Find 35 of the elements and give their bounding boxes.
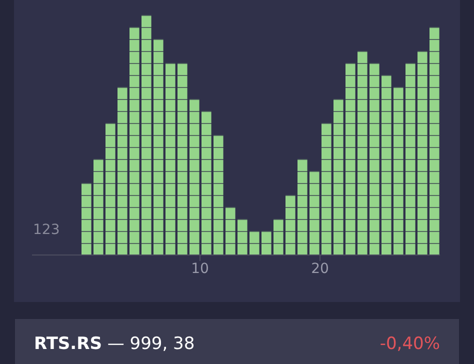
text: -0,40% xyxy=(380,334,440,354)
bar xyxy=(202,111,212,255)
bar xyxy=(178,63,188,255)
bar xyxy=(418,51,428,255)
bar xyxy=(154,39,164,255)
bar xyxy=(226,207,236,255)
x-tick-label: 20 xyxy=(311,260,329,277)
bar xyxy=(310,171,320,255)
bar xyxy=(346,63,356,255)
bar xyxy=(298,159,308,255)
annotation: 123 xyxy=(33,222,60,238)
bar xyxy=(262,231,272,255)
bar xyxy=(214,135,224,255)
bar xyxy=(250,231,260,255)
bar xyxy=(130,27,140,255)
bar xyxy=(370,63,380,255)
bar xyxy=(430,27,440,255)
bar xyxy=(82,183,92,255)
bar xyxy=(238,219,248,255)
bar xyxy=(382,75,392,255)
bar xyxy=(142,15,152,255)
bar xyxy=(322,123,332,255)
bar xyxy=(358,51,368,255)
bar xyxy=(394,87,404,255)
bar xyxy=(286,195,296,255)
bar xyxy=(274,219,284,255)
bar xyxy=(334,99,344,255)
bar xyxy=(118,87,128,255)
text: RTS.RS — 999, 38 xyxy=(34,334,195,354)
bar xyxy=(406,63,416,255)
bar xyxy=(190,99,200,255)
bar xyxy=(166,63,176,255)
bar xyxy=(94,159,104,255)
bar xyxy=(106,123,116,255)
x-tick-label: 10 xyxy=(191,260,209,277)
